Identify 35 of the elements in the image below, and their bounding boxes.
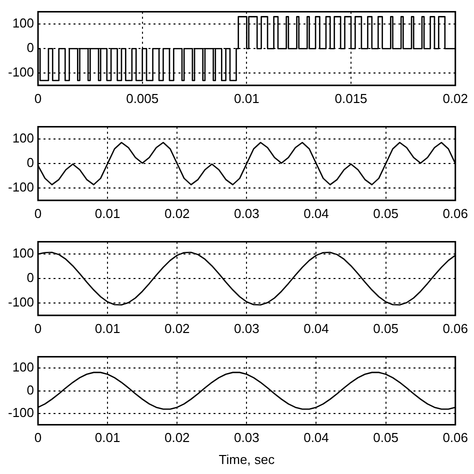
x-tick-label: 0.04 <box>304 320 329 336</box>
x-tick-label: 0.01 <box>234 90 260 106</box>
x-tick-label: 0.03 <box>234 430 260 446</box>
x-tick-label: 0.05 <box>373 320 398 336</box>
x-tick-label: 0.03 <box>234 320 260 336</box>
x-tick-label: 0.02 <box>164 430 190 446</box>
x-tick-label: 0.04 <box>304 430 329 446</box>
x-tick-label: 0.02 <box>442 90 468 106</box>
y-tick-label: 0 <box>26 270 34 286</box>
x-tick-label: 0.02 <box>164 320 190 336</box>
x-tick-label: 0.02 <box>164 206 190 221</box>
x-tick-label: 0.05 <box>373 206 398 221</box>
y-tick-label: 100 <box>12 360 34 375</box>
x-tick-label: 0.015 <box>334 90 368 106</box>
y-tick-label: -100 <box>8 294 34 310</box>
y-tick-label: -100 <box>8 405 34 420</box>
x-tick-label: 0.01 <box>94 430 120 446</box>
x-tick-label: 0.01 <box>94 320 120 336</box>
y-tick-label: 0 <box>26 155 34 170</box>
y-tick-label: 0 <box>26 40 34 56</box>
x-axis-title: Time, sec <box>218 452 276 467</box>
x-tick-label: 0.06 <box>442 320 468 336</box>
y-tick-label: 100 <box>12 16 34 31</box>
y-tick-label: 0 <box>26 382 34 398</box>
x-tick-label: 0.04 <box>304 206 329 221</box>
y-tick-label: 100 <box>12 246 34 261</box>
y-tick-label: 100 <box>12 130 34 146</box>
x-tick-label: 0.01 <box>94 206 120 221</box>
x-tick-label: 0.06 <box>442 206 468 221</box>
y-tick-label: -100 <box>8 64 34 80</box>
x-tick-label: 0.05 <box>373 430 398 446</box>
x-tick-label: 0.03 <box>234 206 260 221</box>
y-tick-label: -100 <box>8 180 34 195</box>
x-tick-label: 0.06 <box>442 430 468 446</box>
x-tick-label: 0.005 <box>126 90 159 106</box>
